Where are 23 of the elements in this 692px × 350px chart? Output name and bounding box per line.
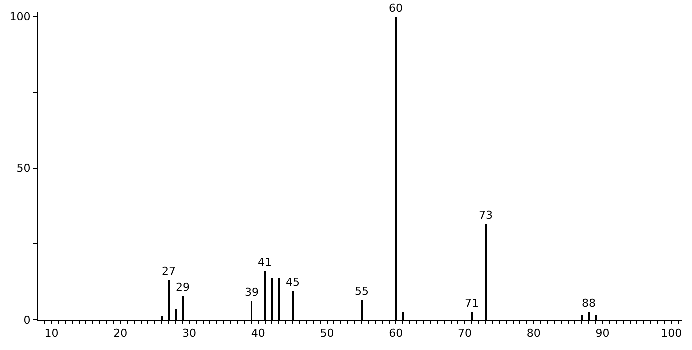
x-tick-label: 40 [251, 327, 266, 340]
x-tick-label: 50 [320, 327, 334, 340]
annotation: 60 [389, 2, 403, 15]
x-tick-label: 100 [661, 327, 682, 340]
y-tick-label: 100 [10, 10, 31, 24]
annotation: 71 [465, 297, 479, 310]
annotation: 55 [355, 285, 369, 298]
x-tick-label: 80 [526, 327, 541, 340]
x-tick-label: 60 [389, 327, 404, 340]
x-tick-label: 20 [114, 327, 128, 340]
x-tick-label: 30 [182, 327, 197, 340]
annotation: 41 [258, 256, 272, 269]
annotation: 27 [162, 265, 176, 278]
annotation: 29 [176, 281, 190, 294]
x-tick-label: 70 [458, 327, 472, 340]
annotation: 88 [582, 297, 596, 310]
annotation: 39 [245, 286, 259, 299]
y-tick-label: 50 [16, 162, 31, 176]
x-tick-label: 10 [44, 327, 59, 340]
x-tick-label: 90 [596, 327, 610, 340]
annotation: 73 [479, 209, 493, 222]
annotation: 45 [286, 276, 300, 289]
y-tick-label: 0 [24, 314, 31, 327]
